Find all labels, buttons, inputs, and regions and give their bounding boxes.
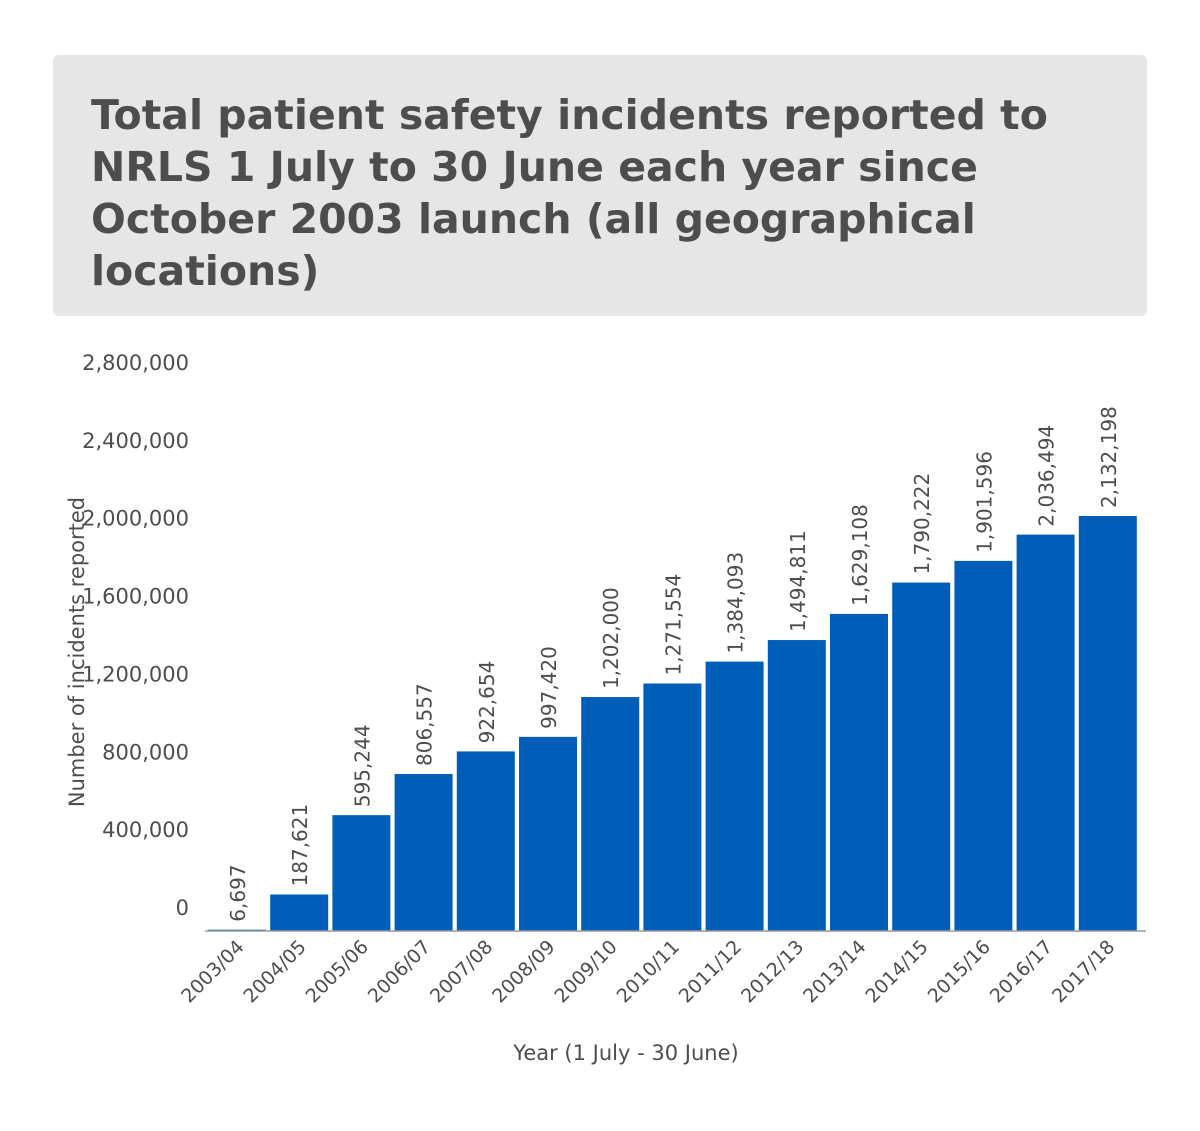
bar	[954, 560, 1013, 931]
value-label: 1,494,811	[786, 530, 810, 632]
title-panel: Total patient safety incidents reported …	[53, 55, 1147, 316]
bar	[270, 894, 329, 931]
value-label: 1,271,554	[661, 574, 685, 676]
bar	[705, 661, 764, 931]
value-label: 1,629,108	[848, 504, 872, 606]
bar	[581, 697, 640, 931]
value-label: 997,420	[537, 646, 561, 729]
value-label: 595,244	[350, 724, 374, 807]
x-axis-title: Year (1 July - 30 June)	[512, 1041, 738, 1065]
value-labels: 6,697 187,621 595,244 806,557 922,654 997,420…	[226, 406, 1121, 922]
chart-title: Total patient safety incidents reported …	[91, 91, 1048, 295]
x-tick-label: 2006/07	[364, 936, 435, 1007]
bar	[767, 640, 826, 931]
value-label: 2,036,494	[1035, 425, 1059, 527]
x-tick-label: 2011/12	[675, 936, 746, 1007]
y-tick-label: 2,000,000	[82, 507, 189, 531]
x-tick-label: 2016/17	[986, 936, 1057, 1007]
bars	[208, 515, 1137, 931]
bar	[892, 582, 951, 931]
bar	[1078, 515, 1137, 931]
bar	[830, 613, 888, 931]
bar	[643, 683, 702, 931]
bar	[456, 751, 515, 931]
x-tick-label: 2007/08	[426, 936, 497, 1007]
x-tick-label: 2017/18	[1048, 936, 1119, 1007]
x-tick-label: 2003/04	[177, 936, 248, 1007]
x-tick-label: 2013/14	[799, 936, 870, 1007]
x-tick-label: 2005/06	[302, 936, 373, 1007]
x-tick-label: 2009/10	[550, 936, 621, 1007]
value-label: 2,132,198	[1097, 406, 1121, 508]
value-label: 806,557	[413, 683, 437, 766]
value-label: 1,790,222	[910, 473, 934, 575]
value-label: 6,697	[226, 864, 250, 921]
value-label: 1,202,000	[599, 587, 623, 689]
x-tick-label: 2008/09	[488, 936, 559, 1007]
y-axis-title: Number of incidents reported	[65, 497, 89, 807]
y-tick-label: 800,000	[102, 740, 189, 764]
value-label: 1,384,093	[724, 552, 748, 654]
x-axis: 2003/042004/052005/062006/072007/082008/…	[177, 936, 1119, 1007]
y-tick-label: 0	[176, 896, 189, 920]
value-label: 1,901,596	[972, 451, 996, 553]
bar	[519, 736, 577, 931]
x-tick-label: 2014/15	[861, 936, 932, 1007]
y-tick-label: 1,200,000	[82, 662, 189, 686]
bar	[1016, 534, 1075, 931]
x-tick-label: 2004/05	[239, 936, 310, 1007]
y-axis: 0 400,000 800,000 1,200,000 1,600,000 2,000,0…	[82, 351, 189, 920]
y-tick-label: 2,400,000	[82, 429, 189, 453]
x-tick-label: 2012/13	[737, 936, 808, 1007]
bar	[394, 774, 453, 931]
y-tick-label: 1,600,000	[82, 585, 189, 609]
value-label: 187,621	[288, 804, 312, 887]
x-tick-label: 2010/11	[613, 936, 684, 1007]
value-label: 922,654	[475, 661, 499, 744]
y-tick-label: 2,800,000	[82, 351, 189, 375]
bar	[332, 815, 391, 931]
y-tick-label: 400,000	[102, 818, 189, 842]
x-tick-label: 2015/16	[924, 936, 995, 1007]
